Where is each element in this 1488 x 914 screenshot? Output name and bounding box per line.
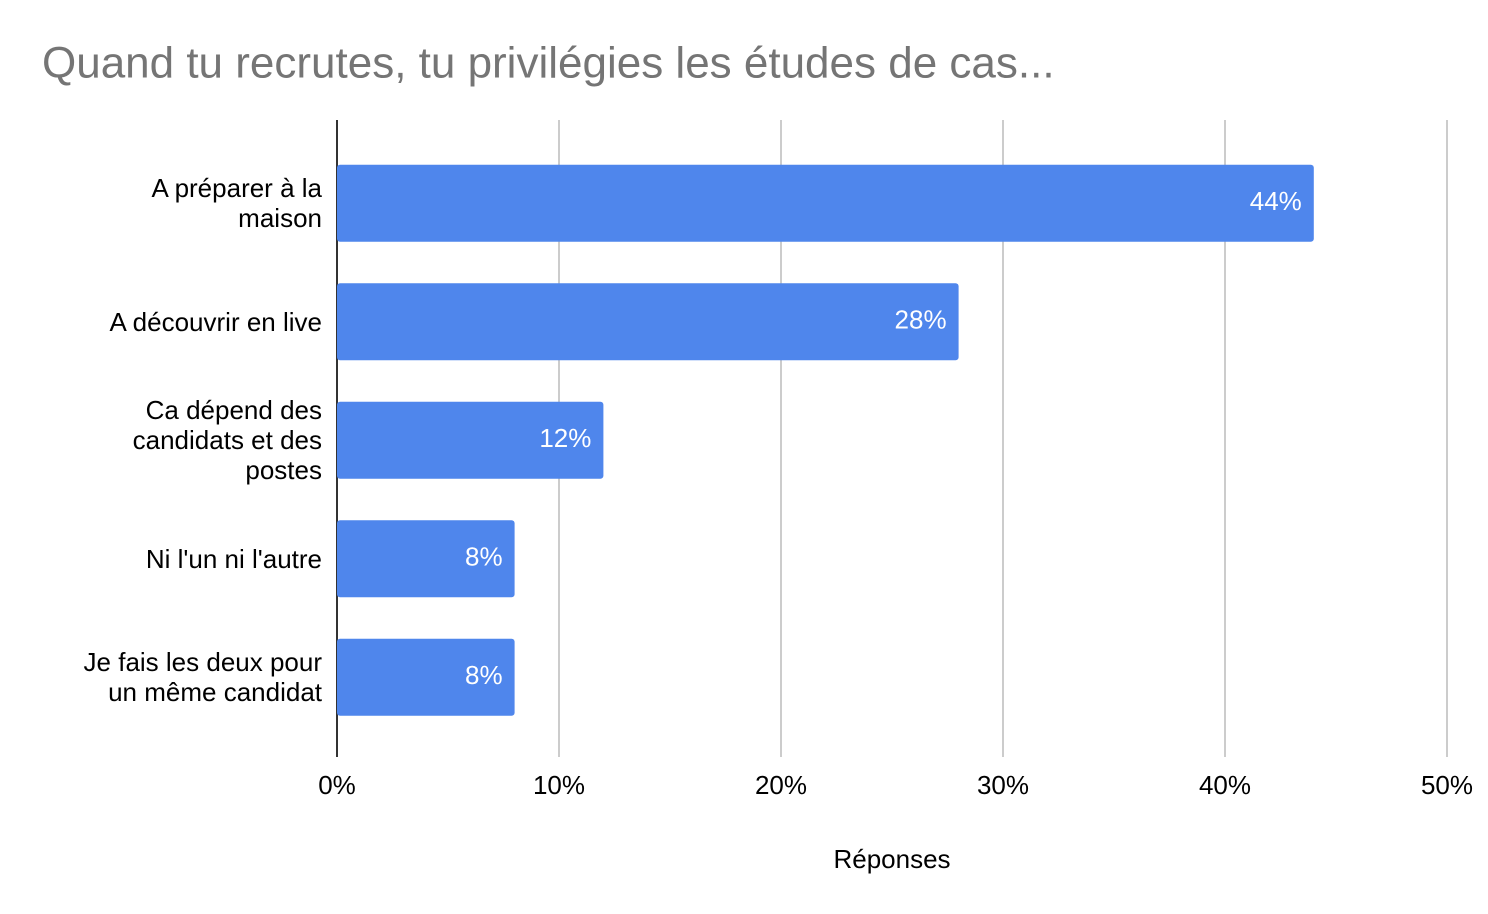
y-tick-label: A découvrir en live (109, 306, 322, 337)
y-tick-label: A préparer à la maison (151, 173, 322, 234)
data-label: 8% (465, 542, 503, 572)
chart-title: Quand tu recrutes, tu privilégies les ét… (42, 39, 1055, 88)
bar (337, 401, 604, 479)
x-tick-label: 20% (755, 770, 807, 800)
data-label: 8% (465, 660, 503, 690)
data-label: 44% (1250, 186, 1302, 216)
y-tick-label: Ni l'un ni l'autre (145, 543, 322, 574)
x-axis-label: Réponses (833, 844, 950, 874)
x-tick-label: 10% (533, 770, 585, 800)
y-tick-label: Ca dépend des candidats et des postes (132, 395, 322, 486)
data-label: 12% (539, 423, 591, 453)
x-tick-label: 40% (1199, 770, 1251, 800)
x-tick-label: 30% (977, 770, 1029, 800)
x-tick-label: 0% (318, 770, 356, 800)
x-tick-label: 50% (1421, 770, 1473, 800)
bar (337, 638, 515, 716)
data-label: 28% (895, 305, 947, 335)
bar (337, 520, 515, 598)
bar (337, 164, 1314, 242)
bar (337, 283, 959, 361)
y-tick-label: Je fais les deux pour un même candidat (83, 647, 322, 708)
